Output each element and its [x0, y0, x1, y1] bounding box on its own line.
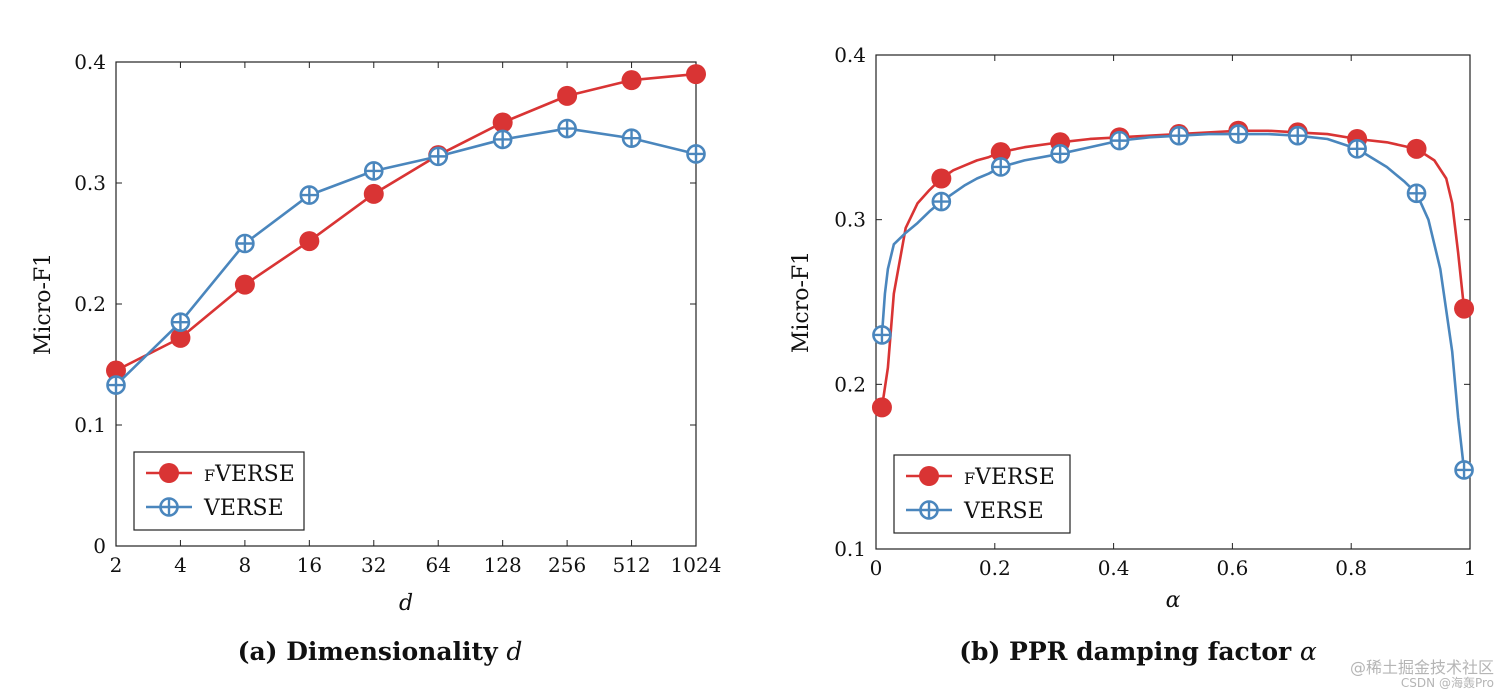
data-point-verse [1287, 125, 1308, 146]
data-point-fverse [1406, 138, 1427, 159]
data-point-fverse [931, 168, 952, 189]
data-point-fverse [492, 112, 513, 133]
data-point-verse [1050, 144, 1070, 164]
x-tick-label: 8 [239, 553, 252, 577]
series-fverse [106, 64, 706, 381]
data-point-verse [1347, 139, 1367, 159]
legend-label-smallcap: F [204, 466, 215, 485]
chart-damping-factor: 0.10.20.30.40 0.2 0.4 0.6 0.8 1αMicro-F1FVERS… [789, 43, 1476, 666]
series-line-fverse [880, 129, 1466, 408]
data-point-fverse [686, 64, 706, 85]
data-point-verse [557, 118, 577, 139]
data-point-verse [106, 375, 126, 395]
legend-label-text: VERSE [963, 499, 1044, 524]
data-point-fverse [557, 85, 578, 106]
series-verse [106, 118, 706, 395]
series-line-verse [880, 132, 1466, 471]
x-tick-label: 64 [425, 553, 450, 577]
data-point-fverse [234, 274, 255, 295]
legend-label-verse: VERSE [963, 499, 1044, 524]
data-point-verse [299, 185, 320, 205]
legend-label-verse: VERSE [203, 496, 284, 521]
data-point-verse [931, 191, 952, 212]
data-point-fverse [990, 142, 1011, 163]
caption: (a) Dimensionality d [238, 637, 523, 666]
caption-symbol: d [506, 637, 522, 666]
y-tick-label: 0.3 [74, 171, 106, 195]
data-point-verse [1454, 460, 1474, 480]
legend-label-text: VERSE [203, 496, 284, 521]
y-tick-label: 0 [93, 534, 106, 558]
legend-label-text: VERSE [974, 465, 1055, 490]
caption-text: (a) Dimensionality [238, 637, 507, 666]
legend-label-smallcap: F [964, 469, 975, 488]
data-point-verse [686, 144, 706, 164]
data-point-verse [1169, 125, 1189, 146]
legend-marker-verse [919, 500, 939, 520]
data-point-fverse [1454, 298, 1475, 319]
x-tick-label: 1 [1464, 556, 1477, 580]
x-tick-label: 1024 [671, 553, 722, 577]
data-point-verse [363, 161, 384, 181]
y-tick-label: 0.4 [74, 50, 106, 74]
data-point-verse [1228, 124, 1249, 144]
x-tick-label: 0.6 [1216, 556, 1248, 580]
data-point-fverse [299, 231, 320, 252]
data-point-verse [235, 233, 255, 254]
data-point-verse [1406, 183, 1427, 204]
data-point-verse [170, 312, 191, 332]
x-tick-label: 2 [110, 553, 123, 577]
caption: (b) PPR damping factor α [959, 637, 1317, 666]
x-tick-label: 256 [548, 553, 586, 577]
x-tick-label: 4 [174, 553, 187, 577]
y-tick-label: 0.3 [834, 208, 866, 232]
data-point-verse [492, 129, 513, 150]
data-point-verse [872, 325, 892, 345]
y-tick-label: 0.1 [834, 537, 866, 561]
x-tick-label: 16 [297, 553, 322, 577]
caption-text: (b) PPR damping factor [959, 637, 1300, 666]
x-axis-title: α [1166, 588, 1181, 613]
x-tick-label: 0.4 [1098, 556, 1130, 580]
watermark-csdn: CSDN @海轰Pro [1400, 676, 1494, 690]
data-point-fverse [621, 70, 642, 91]
data-point-fverse [106, 360, 126, 381]
legend-marker-verse [159, 497, 179, 517]
caption-symbol: α [1300, 637, 1317, 666]
legend-label-fverse: FVERSE [964, 465, 1055, 490]
x-tick-label: 0.8 [1335, 556, 1367, 580]
x-tick-label: 512 [612, 553, 650, 577]
series-line-fverse [115, 72, 697, 372]
x-tick-label: 0 [870, 556, 883, 580]
data-point-verse [1109, 130, 1130, 151]
y-tick-label: 0.4 [834, 43, 866, 67]
series-line-verse [115, 127, 697, 387]
x-axis-title: d [399, 591, 413, 616]
x-tick-label: 128 [484, 553, 522, 577]
data-point-fverse [871, 397, 892, 418]
legend-box [133, 451, 305, 531]
legend-marker-fverse [919, 466, 939, 486]
chart-dimensionality: 0 0.1 0.2 0.3 0.4 2 4 8 16 32 64 128 256 512 1024 d Micr… [31, 50, 721, 666]
y-tick-label: 0.2 [834, 372, 866, 396]
legend-label-fverse: FVERSE [204, 462, 295, 487]
x-tick-label: 0.2 [979, 556, 1011, 580]
data-point-verse [428, 146, 449, 167]
series-verse [872, 124, 1474, 480]
data-point-fverse [170, 327, 191, 348]
y-tick-label: 0.1 [74, 413, 106, 437]
data-point-verse [621, 128, 642, 149]
data-point-verse [990, 157, 1011, 177]
legend-label-text: VERSE [214, 462, 295, 487]
y-tick-label: 0.2 [74, 292, 106, 316]
data-point-fverse [363, 183, 384, 204]
legend-marker-fverse [159, 463, 179, 483]
y-axis-title: Micro-F1 [31, 253, 56, 355]
y-axis-title: Micro-F1 [789, 251, 814, 353]
watermark-juejin: @稀土掘金技术社区 [1349, 658, 1494, 677]
x-tick-label: 32 [361, 553, 386, 577]
